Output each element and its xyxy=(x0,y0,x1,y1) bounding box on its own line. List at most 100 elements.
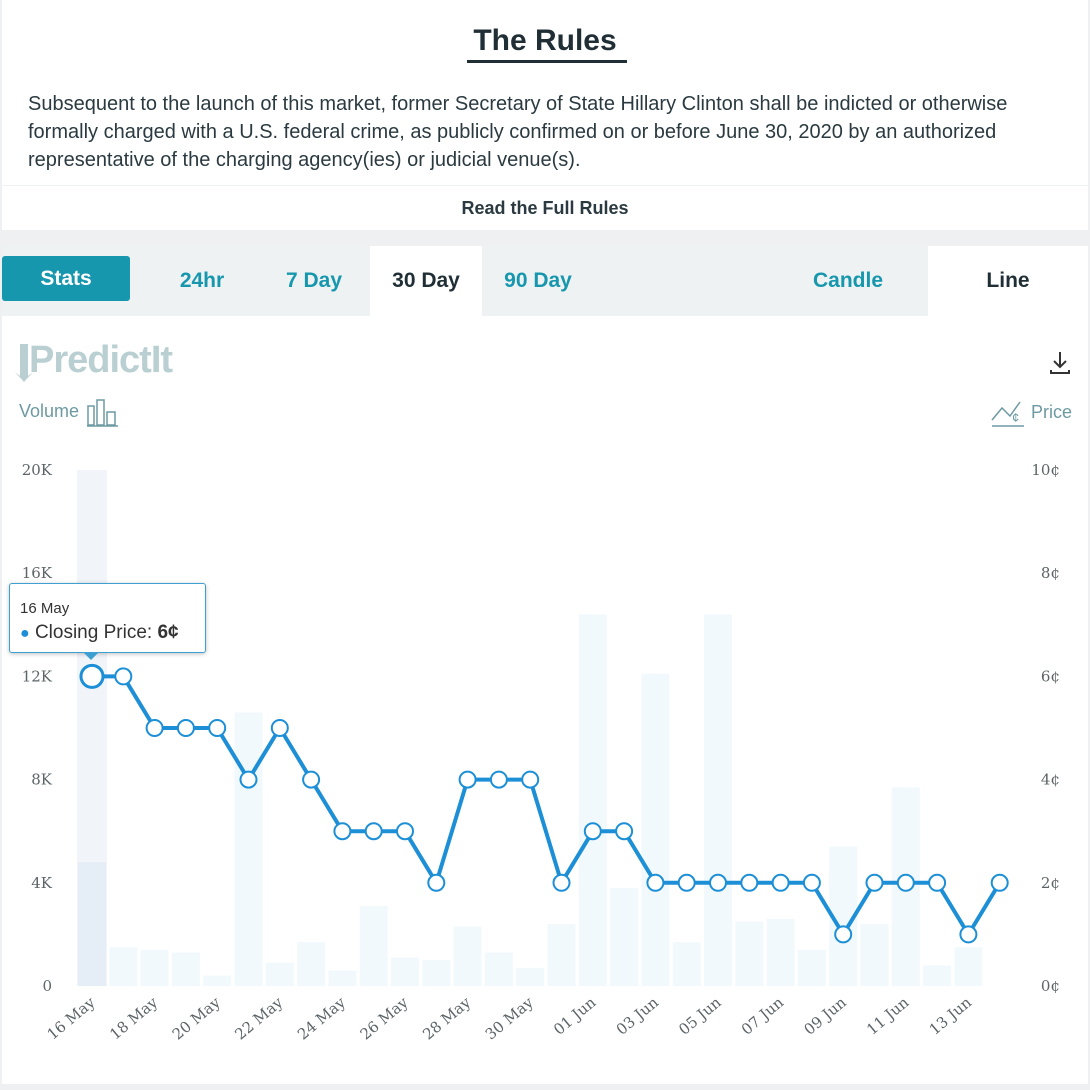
volume-bar xyxy=(578,614,607,986)
x-axis-tick-label: 09 Jun xyxy=(801,993,851,1039)
tooltip-label: Closing Price: xyxy=(34,622,153,643)
price-point[interactable] xyxy=(333,822,352,841)
volume-bar xyxy=(453,926,482,986)
y-axis-right-tick-label: 4¢ xyxy=(1041,771,1060,789)
price-point[interactable] xyxy=(427,873,446,892)
tab-90-day[interactable]: 90 Day xyxy=(504,269,572,292)
price-point[interactable] xyxy=(145,719,164,737)
x-axis-tick-label: 11 Jun xyxy=(863,993,913,1039)
y-axis-left-tick-label: 4K xyxy=(31,874,53,892)
price-point[interactable] xyxy=(834,925,853,944)
volume-bar xyxy=(234,712,263,986)
price-point[interactable] xyxy=(521,770,540,789)
price-chart: PredictIt Volume ¢ Price 04K8K12K16K20K … xyxy=(15,339,1072,1044)
price-point[interactable] xyxy=(615,822,634,841)
price-point[interactable] xyxy=(677,873,696,892)
price-point[interactable] xyxy=(208,719,227,737)
price-point[interactable] xyxy=(552,873,571,892)
svg-text:¢: ¢ xyxy=(1012,410,1019,425)
volume-bar xyxy=(672,942,701,986)
tab-line[interactable]: Line xyxy=(928,246,1088,316)
volume-bar xyxy=(516,967,545,986)
volume-bar xyxy=(641,673,670,986)
volume-bar xyxy=(923,965,952,986)
volume-bar xyxy=(766,918,795,986)
tab-24hr[interactable]: 24hr xyxy=(179,269,225,292)
stats-button[interactable]: Stats xyxy=(2,256,130,301)
x-axis-tick-label: 05 Jun xyxy=(675,993,725,1039)
volume-bar xyxy=(547,924,576,986)
x-axis-tick-label: 28 May xyxy=(419,993,474,1044)
price-point[interactable] xyxy=(802,873,821,892)
volume-bar xyxy=(328,970,357,986)
volume-bar xyxy=(359,906,388,986)
x-axis-tick-label: 24 May xyxy=(294,993,349,1044)
y-axis-left-tick-label: 12K xyxy=(22,667,53,685)
price-point[interactable] xyxy=(990,873,1009,892)
price-point[interactable] xyxy=(740,873,759,892)
volume-bar xyxy=(954,947,983,986)
rules-text: Subsequent to the launch of this market,… xyxy=(28,93,1008,171)
x-axis-tick-label: 22 May xyxy=(231,993,286,1044)
read-full-rules-link[interactable]: Read the Full Rules xyxy=(2,185,1088,229)
price-point[interactable] xyxy=(396,822,414,841)
volume-bar xyxy=(265,962,294,986)
download-icon[interactable] xyxy=(1050,352,1070,374)
volume-bar xyxy=(203,975,232,986)
price-point[interactable] xyxy=(583,822,602,841)
price-point[interactable] xyxy=(771,873,790,892)
bar-chart-icon xyxy=(87,399,118,427)
y-axis-right-tick-label: 2¢ xyxy=(1041,874,1060,892)
price-tooltip: 16 May ● Closing Price: 6¢ xyxy=(9,583,206,653)
x-axis-tick-label: 01 Jun xyxy=(550,993,600,1039)
price-point[interactable] xyxy=(928,873,947,892)
line-chart-icon: ¢ xyxy=(991,401,1024,427)
price-point[interactable] xyxy=(114,667,133,686)
x-axis-tick-label: 16 May xyxy=(44,993,99,1044)
price-point[interactable] xyxy=(489,770,508,789)
volume-bar xyxy=(860,924,889,986)
y-axis-right-tick-label: 8¢ xyxy=(1041,564,1060,582)
x-axis-tick-label: 30 May xyxy=(482,993,537,1044)
price-legend-label: Price xyxy=(1031,402,1072,422)
tab-candle[interactable]: Candle xyxy=(812,269,883,292)
volume-bar xyxy=(422,960,451,986)
logo-arrow-icon xyxy=(15,344,33,382)
price-point[interactable] xyxy=(239,770,258,789)
price-point[interactable] xyxy=(458,770,477,789)
chart-card: PredictIt Volume ¢ Price 0 4K 8K 12K 16K 20K … xyxy=(2,316,1088,1084)
tab-7-day[interactable]: 7 Day xyxy=(285,269,343,292)
volume-bar xyxy=(171,952,200,986)
volume-legend-label: Volume xyxy=(19,401,79,421)
tab-30-day[interactable]: 30 Day xyxy=(370,246,482,316)
tooltip-date: 16 May xyxy=(20,600,70,617)
price-point[interactable] xyxy=(709,873,727,892)
x-axis-tick-label: 03 Jun xyxy=(613,993,663,1039)
price-point[interactable] xyxy=(79,663,105,689)
y-axis-right-tick-label: 6¢ xyxy=(1041,667,1060,685)
tooltip-row: ● Closing Price: 6¢ xyxy=(20,622,179,644)
y-axis-left-tick-label: 20K xyxy=(22,461,53,479)
chart-tabs-bar: Stats 24hr 7 Day 30 Day 90 Day Candle Li… xyxy=(2,246,1088,316)
price-point[interactable] xyxy=(959,925,978,944)
tooltip-value: 6¢ xyxy=(157,622,179,643)
price-point[interactable] xyxy=(270,719,289,737)
price-point[interactable] xyxy=(646,873,665,892)
x-axis-tick-label: 13 Jun xyxy=(926,993,976,1039)
volume-bar xyxy=(484,952,513,986)
rules-title: The Rules xyxy=(473,24,617,57)
price-point[interactable] xyxy=(302,770,321,789)
volume-bar xyxy=(704,614,732,986)
price-point[interactable] xyxy=(176,719,195,737)
predictit-logo: PredictIt xyxy=(15,339,174,382)
volume-bar xyxy=(297,942,326,986)
price-point[interactable] xyxy=(364,822,383,841)
volume-bar xyxy=(109,947,138,986)
price-series-line xyxy=(92,674,1002,937)
price-point[interactable] xyxy=(865,873,884,892)
rules-title-underline xyxy=(467,60,627,63)
logo-text: PredictIt xyxy=(29,339,173,381)
price-point[interactable] xyxy=(896,873,915,892)
y-axis-right-tick-label: 10¢ xyxy=(1031,461,1060,479)
tooltip-arrow xyxy=(83,652,99,660)
